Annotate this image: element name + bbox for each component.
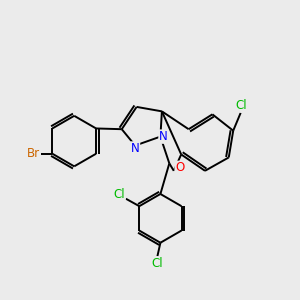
Text: Cl: Cl [113,188,125,201]
Text: Cl: Cl [236,99,248,112]
Text: O: O [175,161,184,174]
Text: Br: Br [27,147,40,160]
Text: Cl: Cl [152,257,163,270]
Text: N: N [159,130,168,143]
Text: N: N [131,142,140,155]
